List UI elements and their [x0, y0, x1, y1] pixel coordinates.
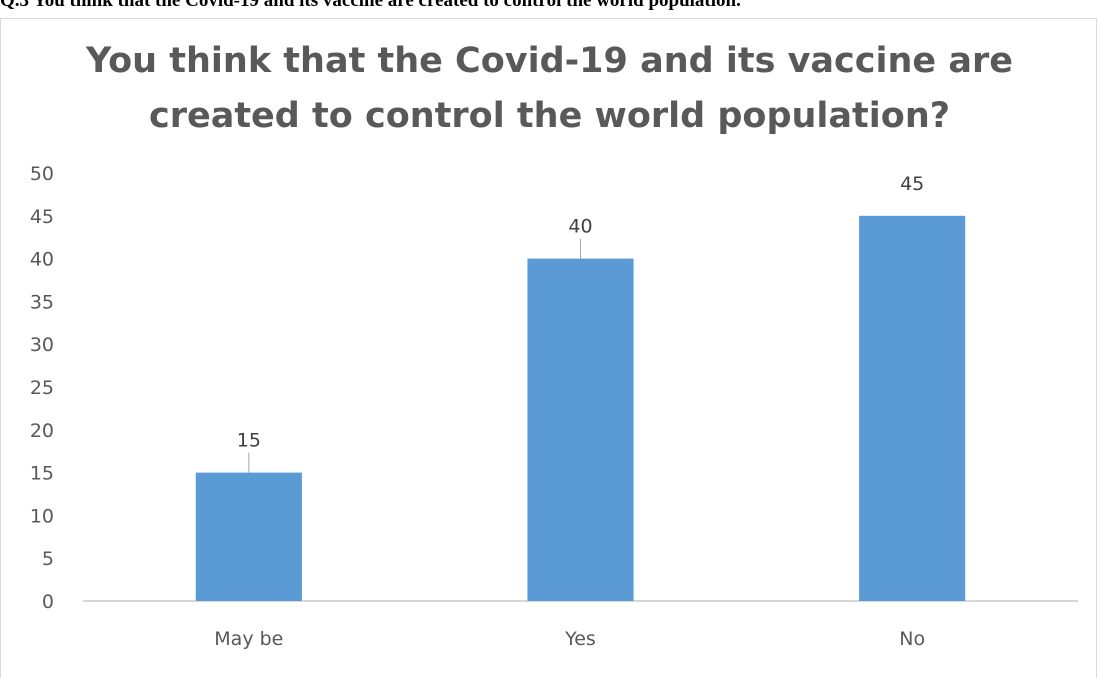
bar-yes — [527, 258, 634, 601]
bar-may-be — [195, 472, 302, 601]
x-tick-label: Yes — [564, 628, 596, 650]
chart-title-line-2: created to control the world population? — [148, 96, 951, 136]
y-tick-label: 30 — [30, 334, 54, 356]
y-tick-label: 10 — [30, 505, 54, 527]
data-label: 40 — [568, 216, 592, 238]
chart-title-line-1: You think that the Covid-19 and its vacc… — [86, 41, 1013, 81]
x-tick-label: No — [899, 628, 925, 650]
data-label: 15 — [237, 430, 261, 452]
x-tick-label: May be — [214, 628, 283, 650]
y-tick-label: 45 — [30, 206, 54, 228]
data-label: 45 — [900, 173, 924, 195]
y-tick-label: 15 — [30, 463, 54, 485]
bar-no — [859, 215, 966, 602]
y-tick-label: 5 — [42, 548, 54, 570]
y-tick-label: 50 — [30, 163, 54, 185]
chart-frame — [0, 18, 1097, 678]
y-tick-label: 0 — [42, 591, 54, 613]
y-tick-label: 20 — [30, 420, 54, 442]
bar-chart: 0 5 10 15 20 25 30 35 40 45 50 May be 15 Yes 40 No 45 — [30, 163, 1078, 650]
y-tick-label: 35 — [30, 291, 54, 313]
y-tick-label: 40 — [30, 249, 54, 271]
y-tick-label: 25 — [30, 377, 54, 399]
chart-title: You think that the Covid-19 and its vacc… — [0, 34, 1099, 144]
document-heading: Q.3 You think that the Covid-19 and its … — [0, 0, 741, 11]
